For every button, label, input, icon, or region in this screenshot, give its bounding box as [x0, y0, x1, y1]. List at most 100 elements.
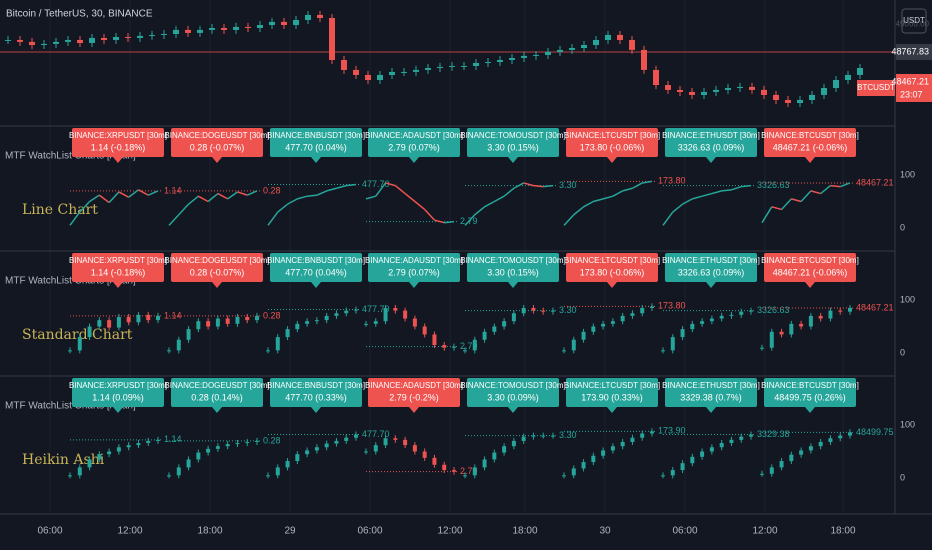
mini-candle [779, 331, 784, 335]
line-segment [583, 200, 594, 208]
mini-candle [541, 435, 546, 437]
mini-candle [126, 316, 131, 323]
candle [365, 74, 371, 80]
quote-tag [665, 253, 757, 282]
quote-tag [368, 378, 460, 407]
mini-candle [709, 447, 714, 452]
quote-tag-pointer [113, 157, 123, 163]
line-segment [237, 191, 248, 196]
scale-label: 100 [900, 169, 915, 179]
indicator-title: MTF WatchList Charts [Anan] [5, 401, 136, 412]
line-segment [168, 214, 180, 226]
quote-tag-pointer [607, 157, 617, 163]
line-segment [385, 182, 396, 187]
line-segment [89, 194, 100, 203]
candle [713, 89, 719, 92]
quote-tag-pointer [706, 407, 716, 413]
mini-candle [432, 457, 437, 465]
line-segment [346, 183, 357, 187]
quote-symbol: BINANCE:ETHUSDT [30m] [662, 131, 760, 140]
line-segment [217, 192, 229, 200]
quote-tag-pointer [805, 282, 815, 288]
candle [797, 99, 803, 103]
last-value-label: 1.14 [164, 434, 182, 444]
quote-value: 1.14 (0.09%) [92, 392, 144, 402]
mini-candle [700, 451, 705, 457]
candle [149, 34, 155, 36]
candle [677, 89, 683, 92]
mini-candle [116, 447, 121, 452]
mini-candle [403, 310, 408, 319]
line-segment [543, 184, 554, 188]
mini-candle [107, 320, 112, 328]
candle [53, 41, 59, 44]
line-segment [79, 200, 91, 213]
last-price-tag [896, 43, 932, 60]
mini-candle [799, 450, 804, 455]
mini-candle [700, 321, 705, 324]
quote-value: 3329.38 (0.7%) [680, 392, 742, 402]
line-segment [791, 198, 802, 203]
mini-candle [266, 475, 270, 477]
mini-candle [828, 310, 833, 319]
line-segment [464, 214, 476, 226]
quote-value: 173.80 (-0.06%) [580, 142, 645, 152]
line-segment [503, 187, 515, 197]
quote-tag [171, 378, 263, 407]
candle [581, 45, 587, 49]
mini-candle [562, 350, 566, 352]
last-value-label: 48467.21 [856, 177, 894, 187]
mini-candle [472, 339, 477, 351]
candle [413, 69, 419, 72]
candle [233, 26, 239, 30]
candle [497, 59, 503, 63]
mini-candle [225, 318, 230, 324]
quote-tag-pointer [508, 157, 518, 163]
line-segment [830, 184, 841, 188]
currency-button[interactable] [901, 8, 927, 34]
quote-value: 2.79 (0.07%) [388, 267, 440, 277]
quote-tag-pointer [113, 407, 123, 413]
mini-candle [412, 445, 417, 452]
last-value-label: 173.80 [658, 301, 686, 311]
quote-value: 3.30 (0.15%) [487, 267, 539, 277]
mini-candle [275, 337, 280, 351]
candle [545, 51, 551, 55]
mini-candle [760, 473, 764, 475]
quote-symbol: BINANCE:ADAUSDT [30m] [365, 256, 463, 265]
quote-tag-pointer [607, 407, 617, 413]
last-value-label: 3329.38 [757, 429, 790, 439]
line-segment [563, 214, 575, 226]
time-label: 18:00 [512, 526, 537, 537]
mini-candle [275, 467, 280, 476]
price-tick-label: 49000.00 [896, 19, 930, 28]
quote-symbol: BINANCE:DOGEUSDT [30m] [164, 381, 269, 390]
quote-tag-pointer [212, 282, 222, 288]
line-segment [287, 198, 298, 205]
line-segment [394, 185, 406, 195]
time-label: 06:00 [37, 526, 62, 537]
last-value-label: 3.30 [559, 430, 577, 440]
quote-value: 48467.21 (-0.06%) [773, 142, 848, 152]
quote-value: 0.28 (0.14%) [191, 392, 243, 402]
line-segment [602, 195, 614, 200]
mini-candle [661, 350, 665, 352]
mini-candle [452, 346, 456, 348]
mini-candle [383, 307, 388, 322]
quote-symbol: BINANCE:LTCUSDT [30m] [564, 256, 660, 265]
scale-label: 0 [900, 472, 905, 482]
last-value-label: 2.79 [460, 466, 478, 476]
line-segment [523, 182, 534, 187]
mini-candle [305, 450, 310, 455]
line-segment [781, 198, 792, 210]
candle [101, 37, 107, 40]
mini-candle [364, 451, 368, 453]
indicator-title: MTF WatchList Charts [Anan] [5, 276, 136, 287]
quote-tag-pointer [706, 157, 716, 163]
quote-value: 1.14 (-0.18%) [91, 142, 146, 152]
quote-tag-pointer [805, 157, 815, 163]
line-segment [444, 220, 455, 224]
mini-candle [601, 323, 606, 327]
candle [821, 88, 827, 95]
quote-tag-pointer [409, 407, 419, 413]
